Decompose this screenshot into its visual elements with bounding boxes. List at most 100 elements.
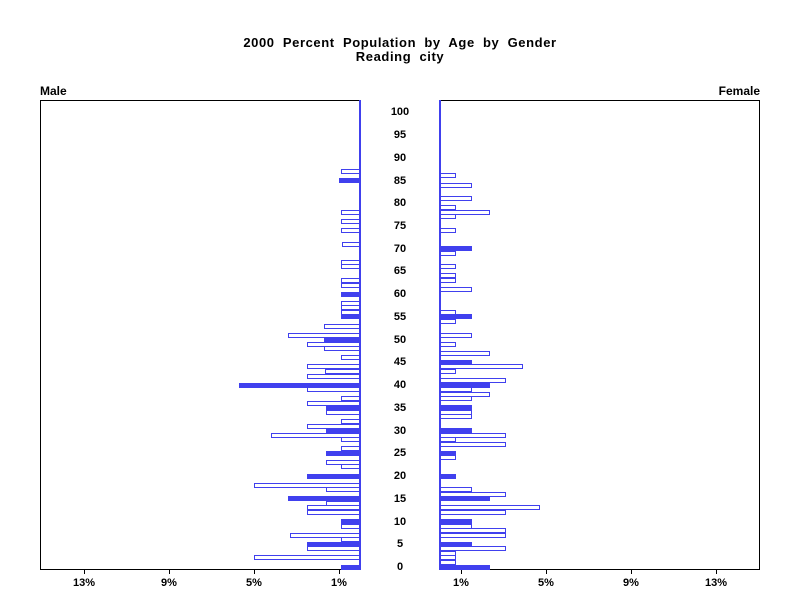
male-bar-age-26 <box>341 446 360 451</box>
female-bar-age-79 <box>440 205 456 210</box>
x-tick-label-1%: 1% <box>453 577 469 589</box>
female-bar-age-10 <box>440 519 472 524</box>
male-bar-age-15 <box>288 496 360 501</box>
x-tick-mark <box>461 570 462 574</box>
male-bar-age-37 <box>341 396 360 401</box>
x-tick-mark <box>631 570 632 574</box>
age-tick-label-55: 55 <box>393 311 407 323</box>
female-bar-age-61 <box>440 287 472 292</box>
x-tick-mark <box>169 570 170 574</box>
male-bar-age-85 <box>339 178 360 183</box>
x-tick-label-13%: 13% <box>72 577 96 589</box>
female-bar-age-63 <box>440 278 456 283</box>
female-bar-age-8 <box>440 528 506 533</box>
x-tick-label-9%: 9% <box>161 577 177 589</box>
male-bar-age-20 <box>307 474 360 479</box>
male-bar-age-67 <box>341 260 360 265</box>
female-bar-age-49 <box>440 342 456 347</box>
male-bar-age-49 <box>307 342 360 347</box>
age-tick-label-25: 25 <box>393 447 407 459</box>
male-bar-age-29 <box>271 433 360 438</box>
x-tick-mark <box>254 570 255 574</box>
male-bar-age-74 <box>341 228 360 233</box>
female-bar-age-35 <box>440 405 472 410</box>
male-bar-age-40 <box>239 383 360 388</box>
male-bar-age-14 <box>326 501 360 506</box>
male-bar-age-10 <box>341 519 360 524</box>
female-bar-age-9 <box>440 524 472 529</box>
female-bar-age-27 <box>440 442 506 447</box>
male-bar-age-60 <box>341 292 360 297</box>
male-bar-age-23 <box>326 460 360 465</box>
female-bar-age-70 <box>440 246 472 251</box>
female-bar-age-86 <box>440 173 456 178</box>
female-bar-age-17 <box>440 487 472 492</box>
male-bar-age-71 <box>342 242 360 247</box>
female-axis-label: Female <box>718 84 760 98</box>
male-bar-age-7 <box>290 533 360 538</box>
age-tick-label-5: 5 <box>396 538 404 550</box>
age-tick-label-80: 80 <box>393 197 407 209</box>
age-tick-label-100: 100 <box>390 106 410 118</box>
age-tick-label-95: 95 <box>393 129 407 141</box>
male-bar-age-25 <box>326 451 360 456</box>
female-bar-age-7 <box>440 533 506 538</box>
x-tick-label-5%: 5% <box>246 577 262 589</box>
female-bar-age-38 <box>440 392 490 397</box>
x-tick-mark <box>716 570 717 574</box>
age-tick-label-30: 30 <box>393 425 407 437</box>
male-bar-age-34 <box>326 410 360 415</box>
chart-title-block: 2000 Percent Population by Age by Gender… <box>0 36 800 64</box>
x-tick-label-1%: 1% <box>331 577 347 589</box>
age-tick-label-75: 75 <box>393 220 407 232</box>
x-tick-mark <box>84 570 85 574</box>
female-panel <box>440 100 760 570</box>
female-bar-age-44 <box>440 364 523 369</box>
male-bar-age-53 <box>324 324 360 329</box>
female-bar-age-66 <box>440 264 456 269</box>
female-bar-age-74 <box>440 228 456 233</box>
age-tick-label-85: 85 <box>393 175 407 187</box>
female-bar-age-64 <box>440 273 456 278</box>
female-bar-age-69 <box>440 251 456 256</box>
chart-title: 2000 Percent Population by Age by Gender <box>243 35 557 50</box>
male-bar-age-87 <box>341 169 360 174</box>
female-bar-age-25 <box>440 451 456 456</box>
female-bar-age-16 <box>440 492 506 497</box>
age-tick-label-90: 90 <box>393 152 407 164</box>
male-bar-age-9 <box>341 524 360 529</box>
male-bar-age-42 <box>307 374 360 379</box>
male-bar-age-32 <box>341 419 360 424</box>
male-bar-age-56 <box>341 310 360 315</box>
female-bar-age-5 <box>440 542 472 547</box>
female-bar-age-43 <box>440 369 456 374</box>
male-bar-age-51 <box>288 333 360 338</box>
x-tick-mark <box>546 570 547 574</box>
age-tick-label-40: 40 <box>393 379 407 391</box>
chart-subtitle: Reading city <box>355 49 445 64</box>
male-bar-age-0 <box>341 565 360 570</box>
male-axis-label: Male <box>40 84 67 98</box>
female-bar-age-78 <box>440 210 490 215</box>
female-bar-age-1 <box>440 560 456 565</box>
female-bar-age-29 <box>440 433 506 438</box>
male-bar-age-78 <box>341 210 360 215</box>
male-bar-age-18 <box>254 483 360 488</box>
female-bar-age-41 <box>440 378 506 383</box>
male-bar-age-58 <box>341 301 360 306</box>
age-tick-label-10: 10 <box>393 516 407 528</box>
female-bar-age-20 <box>440 474 456 479</box>
age-tick-label-60: 60 <box>393 288 407 300</box>
male-bar-age-44 <box>307 364 360 369</box>
female-bar-age-54 <box>440 319 456 324</box>
female-bar-age-30 <box>440 428 472 433</box>
age-tick-label-15: 15 <box>393 493 407 505</box>
female-bar-age-84 <box>440 183 472 188</box>
female-bar-age-56 <box>440 310 456 315</box>
male-bar-age-62 <box>341 283 360 288</box>
male-bar-age-76 <box>341 219 360 224</box>
age-tick-label-20: 20 <box>393 470 407 482</box>
male-bar-age-12 <box>307 510 360 515</box>
x-tick-mark <box>339 570 340 574</box>
